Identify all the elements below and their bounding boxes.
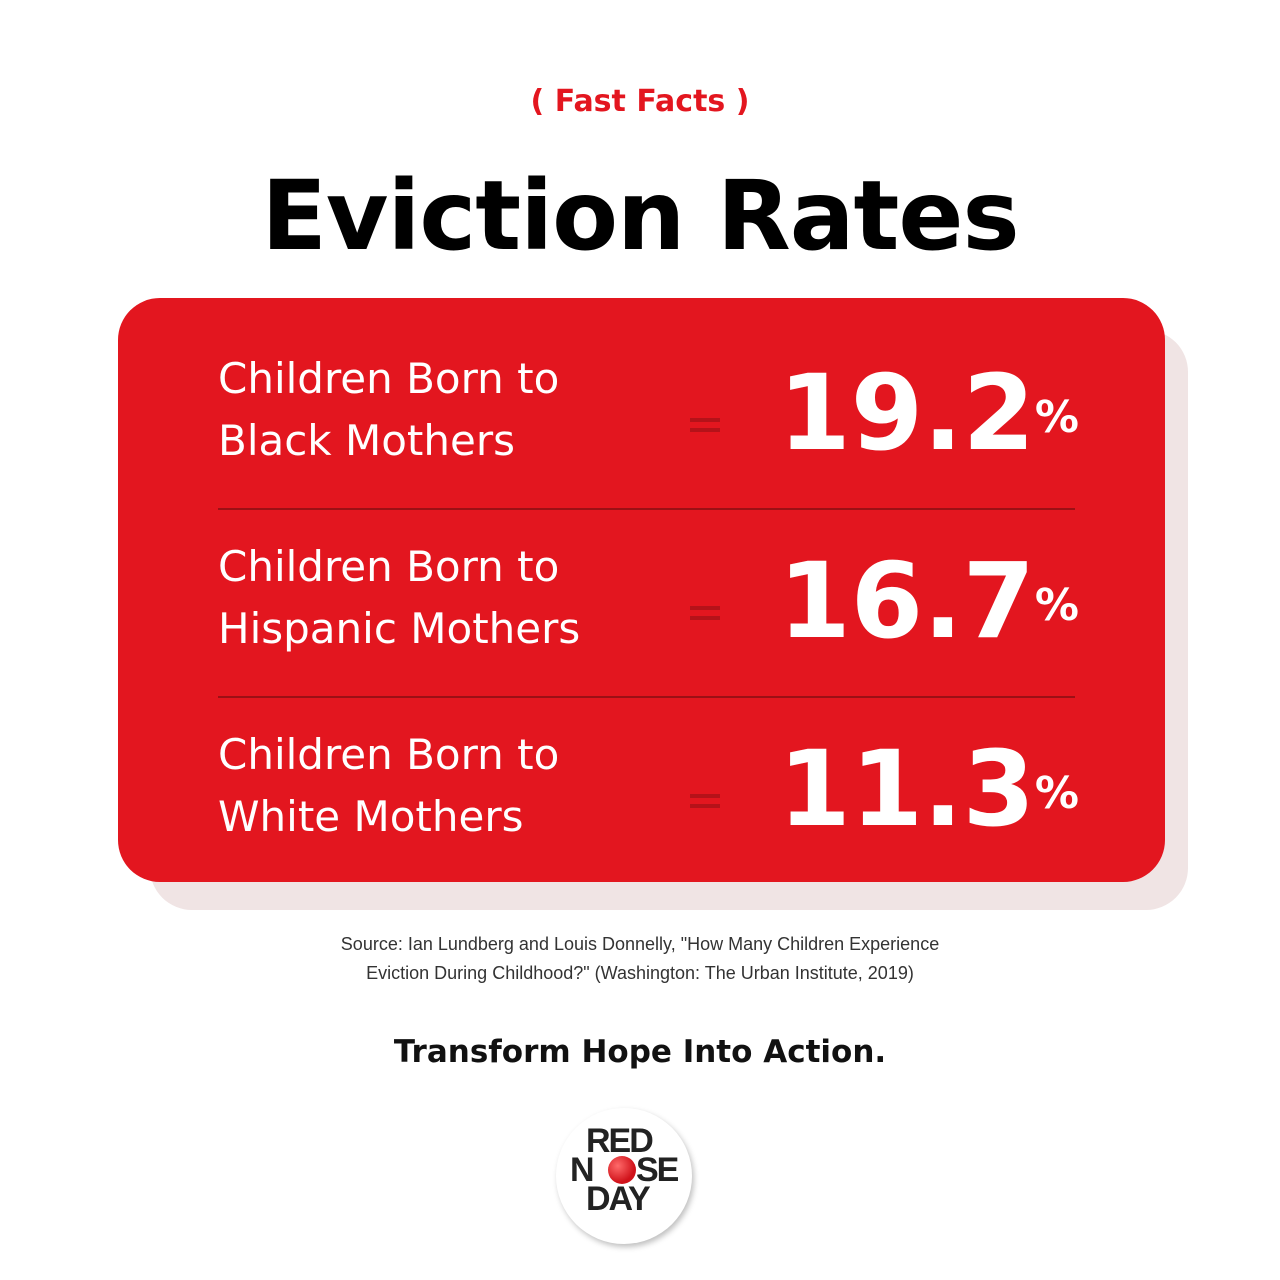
label-line: Children Born to <box>218 354 560 403</box>
logo-text: SE <box>636 1151 679 1189</box>
source-line: Source: Ian Lundberg and Louis Donnelly,… <box>340 934 940 954</box>
facts-card: Children Born to Black Mothers 19.2% Childr… <box>118 298 1165 882</box>
source: Source: Ian Lundberg and Louis Donnelly,… <box>0 930 1280 988</box>
title: Eviction Rates <box>261 160 1019 272</box>
logo-nose <box>608 1156 636 1184</box>
fact-value: 11.3 <box>778 728 1035 850</box>
fact-unit: % <box>1034 768 1079 819</box>
equals-bar <box>690 616 720 620</box>
label-line: Black Mothers <box>218 416 515 465</box>
label-line: Hispanic Mothers <box>218 604 581 653</box>
fact-unit: % <box>1034 580 1079 631</box>
tagline: Transform Hope Into Action. <box>393 1034 887 1070</box>
equals-bar <box>690 428 720 432</box>
kicker: ( Fast Facts ) <box>530 84 750 119</box>
equals-bar <box>690 418 720 422</box>
equals-bar <box>690 804 720 808</box>
equals-bar <box>690 606 720 610</box>
divider <box>218 508 1075 510</box>
source-line: Eviction During Childhood?" (Washington:… <box>366 963 914 983</box>
fact-value: 16.7 <box>778 540 1035 662</box>
fact-label: Children Born to White Mothers <box>218 724 559 848</box>
label-line: Children Born to <box>218 542 560 591</box>
fact-value: 19.2 <box>778 352 1035 474</box>
logo: RED N SE DAY <box>556 1108 692 1244</box>
equals-bar <box>690 794 720 798</box>
fact-row: Children Born to White Mothers 11.3% <box>118 674 1165 860</box>
fact-label: Children Born to Hispanic Mothers <box>218 536 580 660</box>
fact-row: Children Born to Hispanic Mothers 16.7% <box>118 486 1165 698</box>
label-line: White Mothers <box>218 792 524 841</box>
fact-unit: % <box>1034 392 1079 443</box>
logo-text: RED <box>586 1122 654 1160</box>
divider <box>218 696 1075 698</box>
fact-label: Children Born to Black Mothers <box>218 348 559 472</box>
logo-text: DAY <box>586 1180 651 1218</box>
label-line: Children Born to <box>218 730 560 779</box>
logo-text: N <box>570 1151 595 1189</box>
fact-row: Children Born to Black Mothers 19.2% <box>118 298 1165 510</box>
